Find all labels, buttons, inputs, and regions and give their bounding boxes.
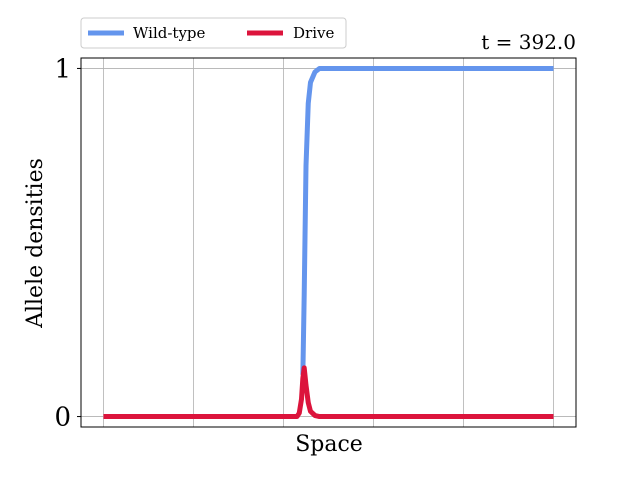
legend-label-drive: Drive [293, 24, 334, 42]
plot-frame [80, 57, 577, 428]
series-lines [103, 65, 554, 420]
time-annotation: t = 392.0 [481, 30, 576, 54]
y-axis-label: Allele densities [23, 158, 48, 329]
legend-label-wild-type: Wild-type [133, 24, 206, 42]
y-tick-label: 1 [54, 54, 71, 84]
y-ticks: 01 [54, 54, 81, 433]
x-axis-label: Space [295, 432, 363, 457]
grid [81, 58, 576, 427]
legend: Wild-type Drive [80, 17, 347, 49]
series-line-drive [103, 365, 554, 420]
series-line-wild-type [300, 65, 554, 375]
y-tick-label: 0 [54, 403, 71, 433]
legend-box [80, 17, 347, 49]
